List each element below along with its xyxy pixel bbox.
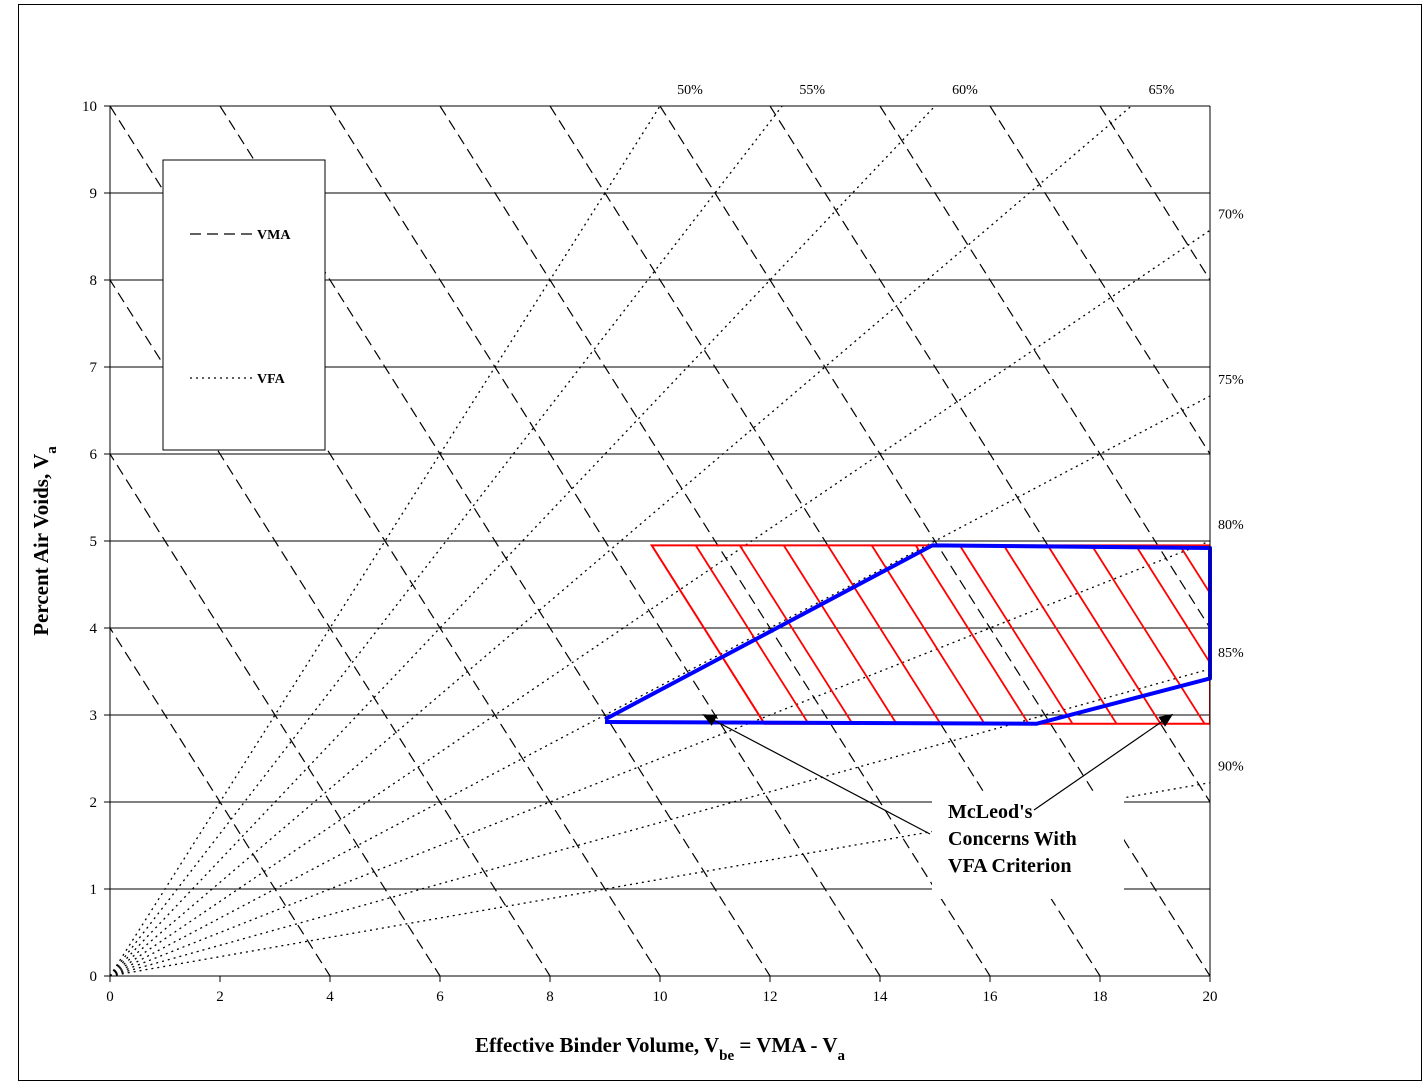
annotation-arrow [1033, 713, 1174, 811]
y-tick-label: 8 [90, 273, 98, 289]
vfa-label: 85% [1218, 646, 1244, 661]
x-axis-title-main: Effective Binder Volume, V [475, 1033, 719, 1057]
y-tick-label: 4 [90, 621, 98, 637]
y-tick-label: 9 [90, 186, 98, 202]
criteria-hatch-line [1046, 544, 1162, 725]
annotation: McLeod's Concerns With VFA Criterion [702, 713, 1174, 899]
vma-line [110, 626, 331, 976]
criteria-hatch-line [958, 544, 1074, 725]
criteria-hatch-line [1134, 544, 1210, 664]
x-tick-label: 12 [763, 989, 778, 1005]
vfa-boundary-line [604, 543, 1212, 726]
vma-line [439, 106, 991, 976]
vfa-label: 70% [1218, 207, 1244, 222]
vfa-label: 50% [677, 83, 703, 98]
x-tick-label: 20 [1203, 989, 1218, 1005]
x-tick-label: 0 [106, 989, 114, 1005]
criteria-hatch-line [914, 544, 1030, 725]
vfa-labels: 50% 55% 60% 65% 70% 75% 80% 85% 90% [677, 83, 1244, 775]
vma-line [110, 278, 551, 976]
y-axis-title: Percent Air Voids, Va [29, 446, 60, 636]
x-tick-label: 2 [216, 989, 224, 1005]
criteria-region [649, 544, 1210, 725]
y-tick-label: 6 [90, 447, 98, 463]
vma-line [329, 106, 881, 976]
y-tick-label: 5 [90, 534, 98, 550]
annotation-line-3: VFA Criterion [948, 855, 1072, 877]
x-axis-title-tail: = VMA - V [734, 1033, 837, 1057]
vfa-label: 65% [1149, 83, 1175, 98]
criteria-hatch-line [1178, 544, 1210, 594]
y-tick-label: 3 [90, 708, 98, 724]
criteria-hatch-line [1090, 544, 1206, 725]
chart-frame [18, 4, 1422, 1081]
criteria-hatch-line [694, 544, 810, 725]
vma-line [769, 106, 1210, 804]
vfa-label: 60% [952, 83, 978, 98]
annotation-line-1: McLeod's [948, 801, 1033, 823]
legend-vfa-label: VFA [257, 372, 286, 387]
vma-line [110, 452, 441, 976]
vfa-line [110, 668, 1210, 976]
y-axis-title-sub: a [44, 446, 60, 454]
x-tick-label: 14 [873, 989, 889, 1005]
vfa-line [110, 540, 1210, 976]
annotation-arrows [702, 713, 1174, 835]
vma-line [1099, 106, 1210, 282]
x-tick-label: 4 [326, 989, 334, 1005]
criteria-region-outline [649, 544, 1210, 725]
y-tick-label: 1 [90, 882, 98, 898]
annotation-line-2: Concerns With [948, 828, 1077, 850]
y-tick-label: 10 [82, 99, 97, 115]
legend-vma-label: VMA [257, 228, 291, 243]
annotation-arrow [702, 714, 931, 835]
y-axis-title-main: Percent Air Voids, V [29, 454, 53, 636]
vfa-label: 90% [1218, 760, 1244, 775]
x-tick-label: 16 [983, 989, 999, 1005]
vfa-label: 75% [1218, 373, 1244, 388]
x-tick-label: 8 [546, 989, 554, 1005]
vma-line [879, 106, 1210, 630]
criteria-hatch-line [1002, 544, 1118, 725]
x-tick-label: 18 [1093, 989, 1108, 1005]
x-tick-label: 10 [653, 989, 668, 1005]
vma-line [1209, 106, 1210, 108]
x-tick-label: 6 [436, 989, 444, 1005]
criteria-hatch-line [870, 544, 986, 725]
vfa-label: 80% [1218, 518, 1244, 533]
y-tick-label: 0 [90, 969, 98, 985]
criteria-hatch-line [738, 544, 854, 725]
annotation-box [932, 793, 1124, 899]
vfa-line [110, 106, 936, 976]
x-axis-title: Effective Binder Volume, Vbe = VMA - Va [475, 1033, 846, 1064]
legend: VMA VFA [162, 159, 326, 451]
y-tick-label: 2 [90, 795, 98, 811]
criteria-hatch-line [782, 544, 898, 725]
criteria-hatch-line [826, 544, 942, 725]
vfa-label: 55% [799, 83, 825, 98]
x-axis-title-sub: be [719, 1048, 734, 1064]
y-tick-label: 7 [90, 360, 98, 376]
vma-line [989, 106, 1210, 456]
legend-box [162, 159, 326, 451]
vfa-boundary [604, 543, 1212, 726]
vfa-line [110, 106, 1132, 976]
x-axis-title-tail-sub: a [838, 1048, 846, 1064]
